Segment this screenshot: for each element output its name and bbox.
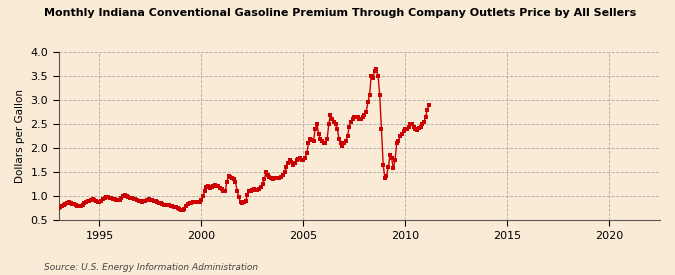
Y-axis label: Dollars per Gallon: Dollars per Gallon — [15, 89, 25, 183]
Text: Source: U.S. Energy Information Administration: Source: U.S. Energy Information Administ… — [44, 263, 258, 272]
Text: Monthly Indiana Conventional Gasoline Premium Through Company Outlets Price by A: Monthly Indiana Conventional Gasoline Pr… — [44, 8, 636, 18]
